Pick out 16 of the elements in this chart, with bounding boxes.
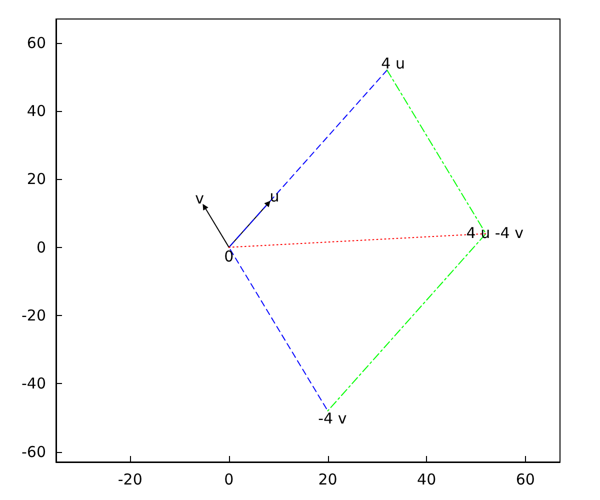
x-tick-label: 0 bbox=[224, 470, 234, 488]
x-tick-label: 20 bbox=[318, 470, 338, 488]
annotation: 4 u bbox=[381, 54, 405, 72]
annotation: -4 v bbox=[318, 410, 347, 428]
y-tick-label: 0 bbox=[36, 238, 46, 256]
y-tick-label: -60 bbox=[22, 442, 46, 461]
y-tick-label: -40 bbox=[22, 374, 46, 393]
x-tick-label: -20 bbox=[118, 470, 142, 488]
y-tick-label: 60 bbox=[26, 34, 46, 52]
y-tick-label: -20 bbox=[22, 306, 46, 324]
x-tick-label: 40 bbox=[417, 470, 436, 488]
annotation: 0 bbox=[224, 247, 234, 266]
y-tick-label: 20 bbox=[26, 170, 46, 188]
x-tick-label: 60 bbox=[516, 470, 535, 488]
annotation: v bbox=[195, 190, 204, 208]
y-tick-label: 40 bbox=[26, 102, 46, 120]
